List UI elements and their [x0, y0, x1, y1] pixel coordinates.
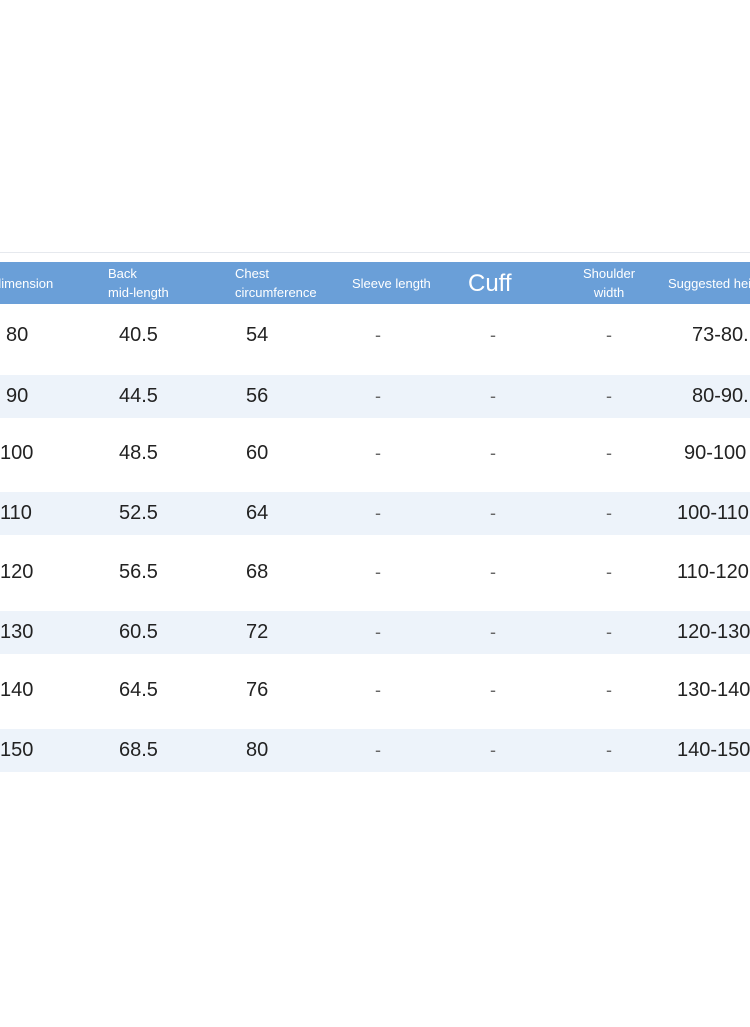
- header-cuff-label: Cuff: [468, 269, 512, 297]
- cell-back: 40.5: [119, 324, 158, 346]
- cell-dimension: 140: [0, 679, 34, 701]
- cell-back: 68.5: [119, 739, 158, 761]
- cell-shoulder: -: [606, 562, 612, 582]
- header-chest-circumference: Chest circumference: [235, 262, 317, 304]
- cell-dimension: 120: [0, 561, 34, 583]
- table-row: 130 60.5 72 - - - 120-130: [0, 611, 750, 654]
- cell-sleeve: -: [375, 622, 381, 642]
- header-dimension-label: dimension: [0, 275, 54, 291]
- table-top-divider: [0, 252, 750, 253]
- cell-sleeve: -: [375, 740, 381, 760]
- cell-shoulder: -: [606, 680, 612, 700]
- cell-cuff: -: [490, 386, 496, 406]
- cell-back: 64.5: [119, 679, 158, 701]
- cell-sleeve: -: [375, 503, 381, 523]
- cell-height: 120-130: [677, 621, 750, 643]
- cell-height: 140-150: [677, 739, 750, 761]
- cell-back: 44.5: [119, 385, 158, 407]
- cell-chest: 76: [246, 679, 269, 701]
- cell-sleeve: -: [375, 680, 381, 700]
- header-dimension: dimension: [0, 262, 53, 304]
- cell-chest: 56: [246, 385, 269, 407]
- cell-cuff: -: [490, 443, 496, 463]
- table-row: 150 68.5 80 - - - 140-150: [0, 729, 750, 772]
- cell-cuff: -: [490, 680, 496, 700]
- header-sleeve-label: Sleeve length: [352, 275, 431, 291]
- cell-chest: 54: [246, 324, 269, 346]
- cell-height: 73-80.: [692, 324, 749, 346]
- cell-dimension: 90: [6, 385, 29, 407]
- cell-height: 130-140: [677, 679, 750, 701]
- header-chest-line1: Chest: [235, 266, 269, 281]
- cell-dimension: 150: [0, 739, 34, 761]
- header-suggested-height: Suggested hei: [668, 262, 750, 304]
- table-row: 140 64.5 76 - - - 130-140: [0, 669, 750, 712]
- table-row: 100 48.5 60 - - - 90-100: [0, 432, 750, 475]
- header-back-mid-length: Back mid-length: [108, 262, 169, 304]
- cell-height: 100-110: [677, 502, 749, 524]
- cell-chest: 72: [246, 621, 269, 643]
- table-header: dimension Back mid-length Chest circumfe…: [0, 262, 750, 304]
- header-height-label: Suggested hei: [668, 275, 750, 291]
- table-row: 110 52.5 64 - - - 100-110: [0, 492, 750, 535]
- cell-cuff: -: [490, 740, 496, 760]
- cell-height: 90-100: [684, 442, 747, 464]
- cell-shoulder: -: [606, 386, 612, 406]
- cell-back: 52.5: [119, 502, 158, 524]
- cell-chest: 60: [246, 442, 269, 464]
- cell-shoulder: -: [606, 503, 612, 523]
- cell-cuff: -: [490, 325, 496, 345]
- cell-chest: 68: [246, 561, 269, 583]
- table-row: 120 56.5 68 - - - 110-120: [0, 551, 750, 594]
- header-cuff: Cuff: [468, 262, 512, 304]
- cell-shoulder: -: [606, 325, 612, 345]
- cell-back: 60.5: [119, 621, 158, 643]
- table-row: 80 40.5 54 - - - 73-80.: [0, 314, 750, 357]
- cell-chest: 80: [246, 739, 269, 761]
- cell-sleeve: -: [375, 443, 381, 463]
- cell-chest: 64: [246, 502, 269, 524]
- cell-shoulder: -: [606, 443, 612, 463]
- cell-back: 48.5: [119, 442, 158, 464]
- table-row: 90 44.5 56 - - - 80-90.: [0, 375, 750, 418]
- cell-dimension: 100: [0, 442, 34, 464]
- header-shoulder-line2: width: [593, 285, 625, 300]
- cell-dimension: 130: [0, 621, 34, 643]
- header-chest-line2: circumference: [235, 285, 317, 300]
- cell-cuff: -: [490, 503, 496, 523]
- cell-cuff: -: [490, 622, 496, 642]
- cell-dimension: 80: [6, 324, 29, 346]
- cell-height: 110-120: [677, 561, 749, 583]
- cell-dimension: 110: [0, 502, 32, 524]
- header-shoulder-width: Shoulder width: [583, 262, 635, 304]
- cell-shoulder: -: [606, 622, 612, 642]
- header-shoulder-line1: Shoulder: [583, 266, 636, 281]
- cell-sleeve: -: [375, 562, 381, 582]
- cell-sleeve: -: [375, 386, 381, 406]
- cell-sleeve: -: [375, 325, 381, 345]
- header-back-line2: mid-length: [108, 285, 169, 300]
- header-sleeve-length: Sleeve length: [352, 262, 431, 304]
- cell-shoulder: -: [606, 740, 612, 760]
- header-back-line1: Back: [108, 266, 137, 281]
- cell-back: 56.5: [119, 561, 158, 583]
- cell-height: 80-90.: [692, 385, 749, 407]
- cell-cuff: -: [490, 562, 496, 582]
